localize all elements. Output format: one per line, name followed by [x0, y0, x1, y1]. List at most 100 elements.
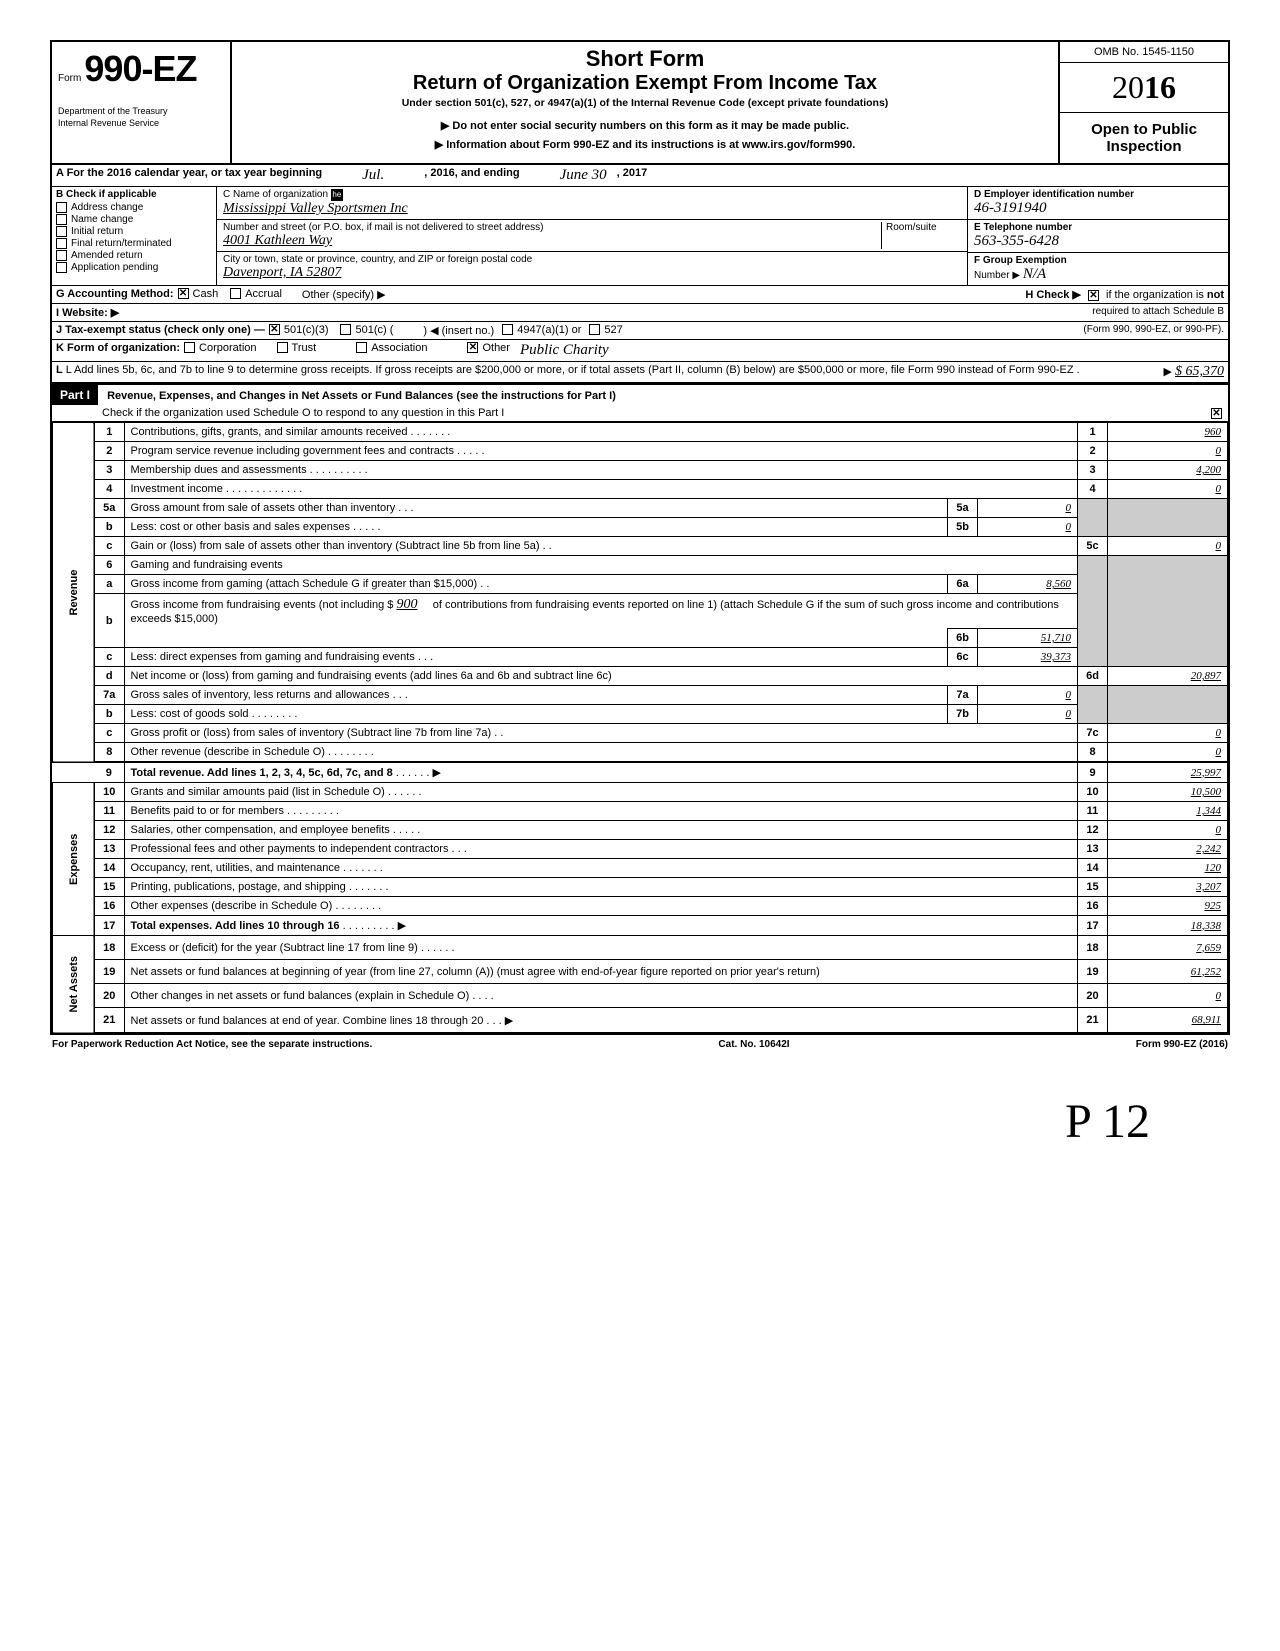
- line-12: 12Salaries, other compensation, and empl…: [53, 821, 1228, 840]
- info-link: ▶ Information about Form 990-EZ and its …: [240, 138, 1050, 151]
- h-text: if the organization is not: [1106, 289, 1224, 301]
- row-a-end: June 30: [560, 167, 607, 184]
- row-i: I Website: ▶ required to attach Schedule…: [52, 304, 1228, 322]
- line-9: 9Total revenue. Add lines 1, 2, 3, 4, 5c…: [53, 762, 1228, 783]
- j-label: J Tax-exempt status (check only one) —: [56, 324, 265, 337]
- group-exemption: N/A: [1023, 266, 1046, 282]
- sidebar-revenue: Revenue: [53, 423, 95, 763]
- form-number: 990-EZ: [84, 48, 196, 89]
- chk-527[interactable]: [589, 324, 600, 335]
- col-c-org-info: C Name of organization he Mississippi Va…: [217, 187, 968, 285]
- line-5a: 5aGross amount from sale of assets other…: [53, 499, 1228, 518]
- open-inspection: Open to Public Inspection: [1060, 113, 1228, 163]
- row-a-yr: , 2017: [617, 167, 648, 184]
- e-label: E Telephone number: [974, 222, 1072, 233]
- i-label: I Website: ▶: [56, 306, 119, 319]
- line-4: 4Investment income . . . . . . . . . . .…: [53, 480, 1228, 499]
- line-10: Expenses 10Grants and similar amounts pa…: [53, 783, 1228, 802]
- chk-cash[interactable]: [178, 288, 189, 299]
- chk-501c[interactable]: [340, 324, 351, 335]
- part1-sub: Check if the organization used Schedule …: [102, 407, 504, 419]
- omb-number: OMB No. 1545-1150: [1060, 42, 1228, 63]
- org-name: Mississippi Valley Sportsmen Inc: [223, 201, 408, 216]
- room-label: Room/suite: [886, 222, 937, 233]
- sidebar-expenses: Expenses: [53, 783, 95, 936]
- year-bold: 16: [1144, 69, 1176, 105]
- c-label: C Name of organization: [223, 189, 328, 200]
- chk-schedule-o[interactable]: [1211, 408, 1222, 419]
- line-20: 20Other changes in net assets or fund ba…: [53, 984, 1228, 1008]
- chk-final-return[interactable]: Final return/terminated: [56, 238, 212, 249]
- line-3: 3Membership dues and assessments . . . .…: [53, 461, 1228, 480]
- accrual-label: Accrual: [245, 288, 282, 301]
- b-header: B Check if applicable: [56, 189, 212, 200]
- form-header: Form 990-EZ Department of the Treasury I…: [52, 42, 1228, 165]
- line-6: 6Gaming and fundraising events: [53, 556, 1228, 575]
- chk-corp[interactable]: [184, 342, 195, 353]
- l-value: $ 65,370: [1175, 364, 1224, 379]
- line-6b-2: 6b51,710: [53, 629, 1228, 648]
- form-prefix: Form: [58, 73, 81, 84]
- lines-table: Revenue 1Contributions, gifts, grants, a…: [52, 422, 1228, 1033]
- row-g: G Accounting Method: Cash Accrual Other …: [52, 286, 1228, 304]
- row-a-mid: , 2016, and ending: [424, 167, 519, 184]
- row-a-tax-year: A For the 2016 calendar year, or tax yea…: [52, 165, 1228, 187]
- chk-h[interactable]: [1088, 290, 1099, 301]
- chk-initial-return[interactable]: Initial return: [56, 226, 212, 237]
- part1-title: Revenue, Expenses, and Changes in Net As…: [101, 388, 622, 404]
- chk-assoc[interactable]: [356, 342, 367, 353]
- col-b-checkboxes: B Check if applicable Address change Nam…: [52, 187, 217, 285]
- line-7a: 7aGross sales of inventory, less returns…: [53, 686, 1228, 705]
- g-label: G Accounting Method:: [56, 288, 174, 301]
- line-8: 8Other revenue (describe in Schedule O) …: [53, 743, 1228, 763]
- line-19: 19Net assets or fund balances at beginni…: [53, 960, 1228, 984]
- title-box: Short Form Return of Organization Exempt…: [232, 42, 1058, 163]
- row-k: K Form of organization: Corporation Trus…: [52, 340, 1228, 362]
- chk-name-change[interactable]: Name change: [56, 214, 212, 225]
- short-title: Short Form: [240, 46, 1050, 72]
- chk-accrual[interactable]: [230, 288, 241, 299]
- f-label: F Group Exemption: [974, 255, 1067, 266]
- dept-line2: Internal Revenue Service: [58, 118, 224, 128]
- org-city: Davenport, IA 52807: [223, 265, 341, 280]
- cash-label: Cash: [193, 288, 219, 301]
- section-bcd: B Check if applicable Address change Nam…: [52, 187, 1228, 286]
- line-13: 13Professional fees and other payments t…: [53, 840, 1228, 859]
- ein-value: 46-3191940: [974, 200, 1047, 216]
- line-14: 14Occupancy, rent, utilities, and mainte…: [53, 859, 1228, 878]
- chk-trust[interactable]: [277, 342, 288, 353]
- org-address: 4001 Kathleen Way: [223, 233, 332, 248]
- footer: For Paperwork Reduction Act Notice, see …: [50, 1035, 1230, 1054]
- tax-year: 2016: [1060, 63, 1228, 113]
- row-a-label: A For the 2016 calendar year, or tax yea…: [56, 167, 322, 184]
- line-16: 16Other expenses (describe in Schedule O…: [53, 897, 1228, 916]
- chk-501c3[interactable]: [269, 324, 280, 335]
- chk-address-change[interactable]: Address change: [56, 202, 212, 213]
- chk-other-org[interactable]: [467, 342, 478, 353]
- footer-mid: Cat. No. 10642I: [718, 1039, 789, 1050]
- h-label: H Check ▶: [1025, 289, 1081, 301]
- row-l: L L Add lines 5b, 6c, and 7b to line 9 t…: [52, 362, 1228, 383]
- subtitle: Under section 501(c), 527, or 4947(a)(1)…: [240, 97, 1050, 109]
- line-11: 11Benefits paid to or for members . . . …: [53, 802, 1228, 821]
- phone-value: 563-355-6428: [974, 233, 1059, 249]
- line-6c: cLess: direct expenses from gaming and f…: [53, 648, 1228, 667]
- footer-left: For Paperwork Reduction Act Notice, see …: [52, 1039, 372, 1050]
- city-label: City or town, state or province, country…: [223, 254, 532, 265]
- row-a-begin: Jul.: [362, 167, 384, 184]
- line-5b: bLess: cost or other basis and sales exp…: [53, 518, 1228, 537]
- line-6a: aGross income from gaming (attach Schedu…: [53, 575, 1228, 594]
- line-7b: bLess: cost of goods sold . . . . . . . …: [53, 705, 1228, 724]
- line-2: 2Program service revenue including gover…: [53, 442, 1228, 461]
- addr-label: Number and street (or P.O. box, if mail …: [223, 222, 544, 233]
- dept-line1: Department of the Treasury: [58, 106, 224, 116]
- part1-header: Part I Revenue, Expenses, and Changes in…: [52, 383, 1228, 422]
- line-17: 17Total expenses. Add lines 10 through 1…: [53, 916, 1228, 936]
- line-18: Net Assets 18Excess or (deficit) for the…: [53, 936, 1228, 960]
- chk-amended-return[interactable]: Amended return: [56, 250, 212, 261]
- footer-right: Form 990-EZ (2016): [1136, 1039, 1228, 1050]
- chk-4947[interactable]: [502, 324, 513, 335]
- sidebar-netassets: Net Assets: [53, 936, 95, 1033]
- l-text: L Add lines 5b, 6c, and 7b to line 9 to …: [66, 364, 1080, 376]
- chk-application-pending[interactable]: Application pending: [56, 262, 212, 273]
